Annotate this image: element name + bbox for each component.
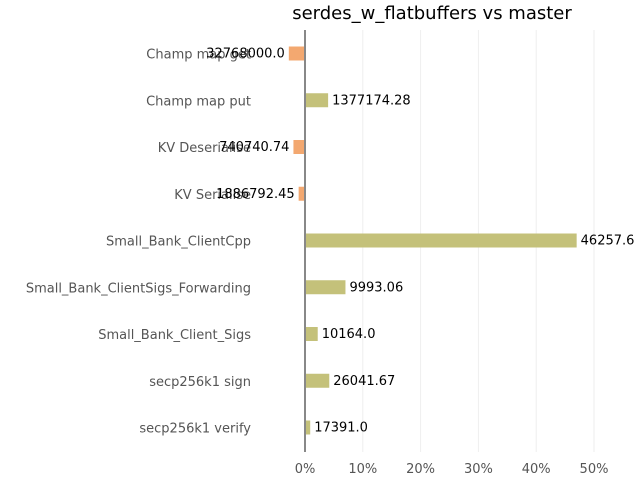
category-label: Champ map put (146, 94, 251, 109)
x-tick-label: 20% (406, 462, 435, 477)
data-label: 46257.6 (581, 234, 635, 249)
data-labels: 32768000.0 1377174.28 740740.74 1886792.45 4… (206, 47, 634, 436)
category-label: KV Serialise (174, 188, 251, 203)
data-label: 17391.0 (314, 421, 368, 436)
bar (298, 186, 305, 201)
bar (305, 233, 577, 248)
data-label: 26041.67 (333, 374, 395, 389)
category-label: secp256k1 verify (139, 422, 251, 437)
category-label: Champ map get (146, 48, 251, 63)
bar (305, 420, 311, 435)
data-label: 32768000.0 (206, 47, 285, 62)
data-label: 740740.74 (219, 140, 289, 155)
category-labels: Champ map get Champ map put KV Deserialise… (26, 48, 251, 437)
x-tick-label: 40% (522, 462, 551, 477)
x-tick-labels: 0% 10% 20% 30% 40% 50% (295, 462, 609, 477)
bar (305, 93, 329, 108)
chart-title: serdes_w_flatbuffers vs master (292, 3, 572, 24)
x-tick-label: 50% (580, 462, 609, 477)
data-label: 1886792.45 (216, 187, 295, 202)
x-tick-label: 10% (348, 462, 377, 477)
bar (305, 373, 330, 388)
bar (293, 140, 305, 154)
category-label: KV Deserialise (158, 141, 251, 156)
bar (288, 46, 305, 61)
bar (305, 327, 318, 341)
data-label: 10164.0 (322, 327, 376, 342)
bars (288, 46, 577, 435)
data-label: 9993.06 (349, 280, 403, 295)
bar (305, 280, 346, 295)
data-label: 1377174.28 (332, 93, 411, 108)
category-label: secp256k1 sign (149, 375, 251, 390)
x-tick-label: 30% (464, 462, 493, 477)
x-tick-label: 0% (295, 462, 316, 477)
category-label: Small_Bank_Client_Sigs (98, 328, 251, 343)
category-label: Small_Bank_ClientCpp (106, 235, 251, 250)
category-label: Small_Bank_ClientSigs_Forwarding (26, 281, 251, 296)
